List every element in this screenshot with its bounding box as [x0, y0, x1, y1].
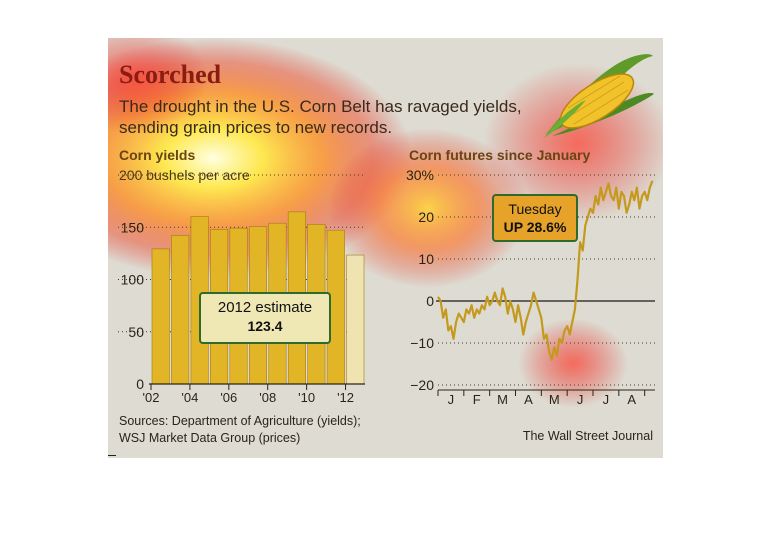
yields-bar	[346, 254, 365, 385]
yields-plot: 150 100 50 0'02 '04 '06 '08 '10 '12	[118, 174, 365, 405]
futures-x-tick-label: A	[627, 392, 636, 407]
futures-heading: Corn futures since January	[409, 147, 591, 163]
yields-x-tick-label: '02	[143, 390, 160, 405]
yields-bar	[151, 248, 170, 385]
page-title: Scorched	[119, 60, 222, 89]
subtitle: The drought in the U.S. Corn Belt has ra…	[119, 96, 539, 138]
yields-y-tick-label: 150	[121, 219, 145, 235]
yields-unit-label: 200 bushels per acre	[119, 167, 250, 183]
futures-y-tick-label: 10	[418, 251, 434, 267]
futures-plot: 30% 20 10 0 −10 −20 J F M A M J J A	[406, 167, 655, 407]
yields-bar	[171, 235, 190, 385]
futures-y-tick-label: 20	[418, 209, 434, 225]
yields-callout-value: 123.4	[247, 318, 283, 334]
yields-y-tick-label: 100	[121, 272, 145, 288]
futures-x-tick-label: J	[577, 392, 584, 407]
publisher-credit: The Wall Street Journal	[522, 429, 653, 443]
sources-note: Sources: Department of Agriculture (yiel…	[119, 413, 361, 447]
subtitle-line-2: sending grain prices to new records.	[119, 118, 393, 137]
yields-x-tick-label: '12	[337, 390, 354, 405]
futures-callout-label: Tuesday	[508, 201, 562, 217]
futures-y-tick-label: −20	[410, 377, 434, 393]
yields-callout-label: 2012 estimate	[217, 299, 313, 316]
futures-y-tick-label: 30%	[406, 167, 434, 183]
futures-x-tick-label: J	[603, 392, 610, 407]
futures-callout-value: UP 28.6%	[503, 219, 567, 235]
subtitle-line-1: The drought in the U.S. Corn Belt has ra…	[119, 97, 522, 116]
futures-x-tick-label: A	[524, 392, 533, 407]
yields-x-tick-label: '10	[298, 390, 315, 405]
futures-y-tick-label: 0	[426, 293, 434, 309]
futures-x-tick-label: M	[497, 392, 508, 407]
futures-x-tick-label: M	[549, 392, 560, 407]
graphic-panel: Scorched The drought in the U.S. Corn Be…	[108, 38, 663, 458]
yields-x-tick-label: '06	[220, 390, 237, 405]
futures-x-tick-label: J	[448, 392, 455, 407]
yields-y-tick-label: 50	[128, 324, 144, 340]
yields-y-tick-label: 0	[136, 376, 144, 392]
futures-y-tick-label: −10	[410, 335, 434, 351]
futures-tuesday-callout: Tuesday UP 28.6%	[492, 194, 578, 242]
crop-mark	[108, 455, 116, 456]
yields-heading: Corn yields	[119, 147, 196, 163]
sources-line-2: WSJ Market Data Group (prices)	[119, 431, 301, 445]
yields-x-tick-label: '08	[259, 390, 276, 405]
futures-series-line	[437, 180, 654, 361]
corn-icon	[544, 54, 654, 138]
futures-x-tick-label: F	[473, 392, 481, 407]
yields-x-tick-label: '04	[181, 390, 198, 405]
sources-line-1: Sources: Department of Agriculture (yiel…	[119, 414, 361, 428]
yields-estimate-callout: 2012 estimate 123.4	[199, 292, 331, 344]
